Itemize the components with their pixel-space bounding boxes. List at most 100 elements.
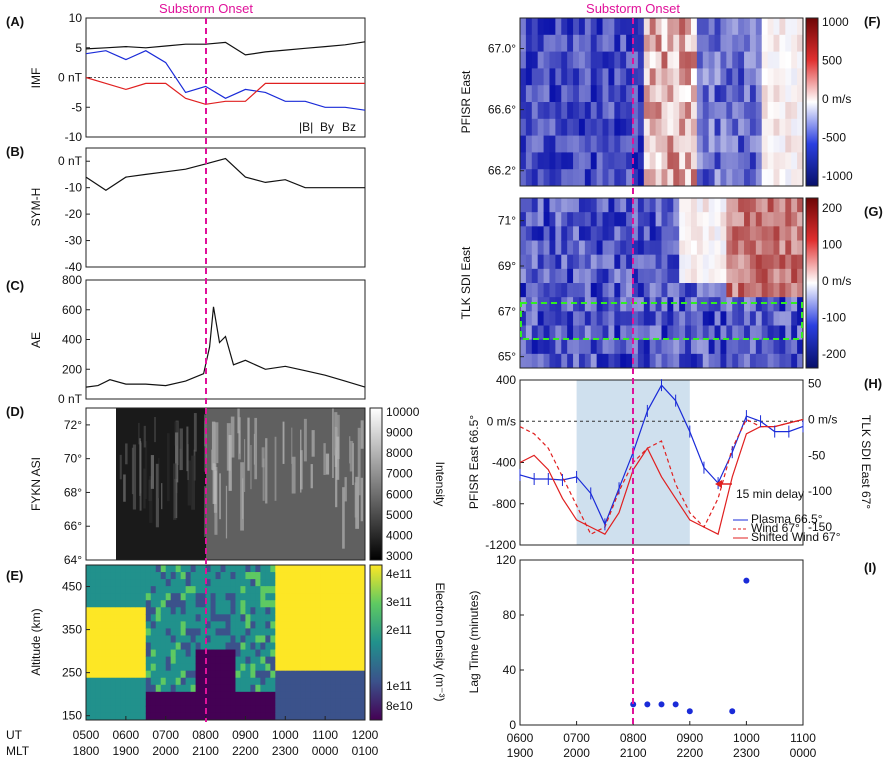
heatmap-cell [726,85,733,103]
heatmap-cell [578,85,586,103]
density-cell [190,579,197,587]
density-cell [230,705,236,714]
density-cell [190,705,197,714]
density-cell [265,600,271,608]
density-cell [175,579,182,587]
heatmap-cell [578,311,586,326]
density-cell [215,642,222,651]
heatmap-cell [673,268,680,284]
panel-c-label: (C) [6,278,24,293]
heatmap-cell [708,198,716,213]
density-cell [175,565,182,573]
density-cell [255,586,261,594]
heatmap-cell [667,268,674,284]
colorbar-tick-label: 3000 [386,549,413,563]
heatmap-cell [632,311,639,326]
density-cell [315,698,321,707]
density-cell [350,677,356,686]
heatmap-cell [602,311,609,326]
density-cell [100,649,107,658]
heatmap-cell [749,51,757,69]
density-cell [100,677,107,686]
density-cell [315,691,321,700]
density-cell [225,635,231,643]
density-cell [260,663,266,672]
density-cell [285,712,291,721]
density-cell [220,656,226,665]
heatmap-cell [773,51,780,69]
heatmap-cell [555,339,562,355]
heatmap-cell [773,283,780,298]
heatmap-cell [726,118,733,137]
density-cell [230,642,236,651]
density-cell [320,649,326,658]
heatmap-cell [714,339,721,355]
density-cell [245,600,251,608]
heatmap-cell [738,339,745,355]
heatmap-cell [738,118,745,137]
density-cell [215,628,222,636]
density-cell [195,621,202,629]
heatmap-cell [584,297,592,312]
heatmap-cell [637,212,645,227]
heatmap-cell [561,68,568,86]
heatmap-cell [649,152,657,170]
heatmap-cell [661,226,668,241]
heatmap-cell [561,152,568,170]
heatmap-cell [608,102,615,120]
heatmap-cell [626,169,633,187]
heatmap-cell [543,152,550,170]
density-cell [220,593,226,601]
density-cell [110,642,117,651]
density-cell [250,677,256,686]
density-cell [105,579,112,587]
heatmap-cell [584,51,592,69]
density-cell [170,621,177,629]
y-axis-label: PFISR East 66.5° [467,415,481,509]
density-cell [140,635,147,643]
heatmap-cell [744,325,751,341]
density-cell [325,593,331,601]
heatmap-cell [543,353,550,369]
density-cell [225,607,231,615]
density-cell [86,607,92,615]
heatmap-cell [614,18,621,36]
density-cell [165,705,172,714]
heatmap-cell [732,102,739,120]
density-cell [130,663,137,672]
density-cell [140,621,147,629]
density-cell [185,677,192,686]
heatmap-cell [567,339,574,355]
y-tick-label: -800 [492,497,516,511]
density-cell [240,670,246,679]
density-cell [155,621,162,629]
heatmap-cell [779,311,786,326]
density-cell [180,614,187,622]
y-axis-label: PFISR East [459,70,473,133]
density-cell [330,705,336,714]
aurora-streak [158,457,160,499]
heatmap-cell [608,18,615,36]
heatmap-cell [785,283,792,298]
heatmap-cell [649,226,657,241]
density-cell [190,642,197,651]
heatmap-cell [702,226,710,241]
density-cell [220,705,226,714]
heatmap-cell [549,297,556,312]
density-cell [125,572,132,580]
heatmap-cell [531,68,539,86]
density-cell [240,628,246,636]
density-cell [275,642,281,651]
density-cell [255,635,261,643]
heatmap-cell [755,18,763,36]
density-cell [265,621,271,629]
density-cell [265,649,271,658]
heatmap-cell [797,283,804,298]
density-cell [355,642,361,651]
heatmap-cell [620,169,627,187]
x-tick-label-mlt: 2300 [733,746,760,760]
heatmap-cell [626,325,633,341]
heatmap-cell [661,169,668,187]
density-cell [270,663,276,672]
heatmap-cell [584,169,592,187]
